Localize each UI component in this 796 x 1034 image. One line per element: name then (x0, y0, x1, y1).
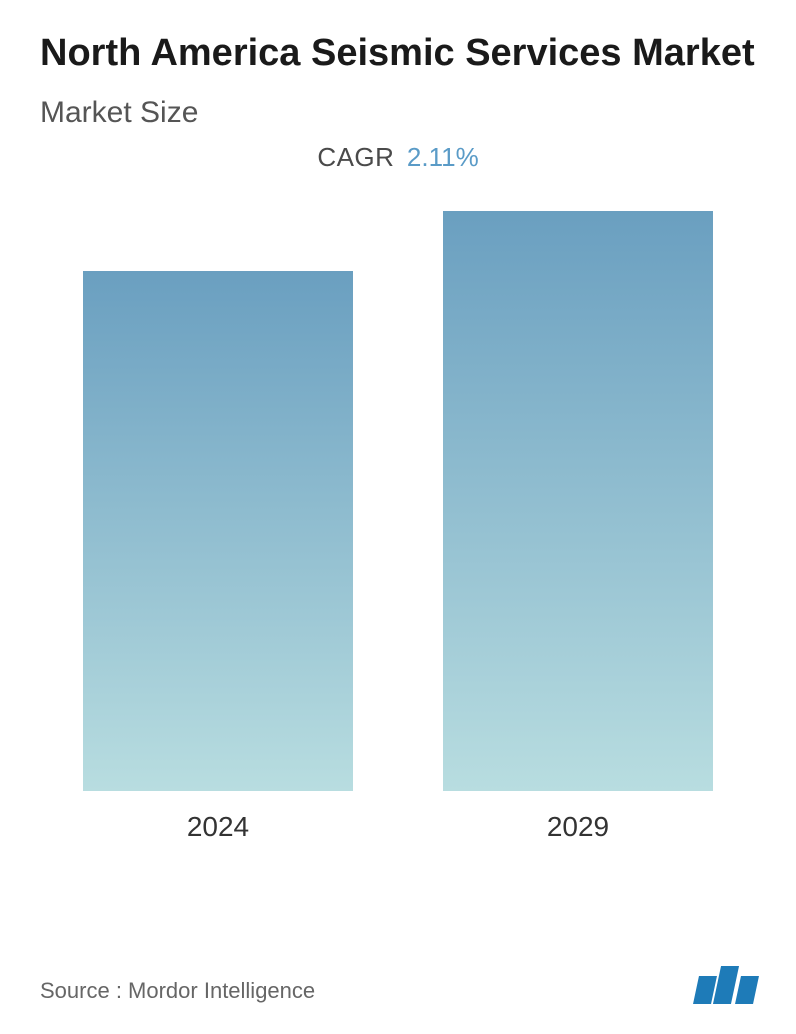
bar-2024 (83, 271, 353, 791)
source-text: Source : Mordor Intelligence (40, 978, 315, 1004)
cagr-row: CAGR 2.11% (40, 142, 756, 173)
bar-label-2029: 2029 (547, 811, 609, 843)
bar-group-2024: 2024 (83, 271, 353, 843)
bar-chart: 2024 2029 (40, 223, 756, 843)
bar-2029 (443, 211, 713, 791)
footer: Source : Mordor Intelligence (40, 966, 756, 1004)
chart-title: North America Seismic Services Market (40, 30, 756, 78)
bar-label-2024: 2024 (187, 811, 249, 843)
bar-group-2029: 2029 (443, 211, 713, 843)
logo-icon (696, 966, 756, 1004)
cagr-label: CAGR (317, 142, 394, 172)
cagr-value: 2.11% (407, 142, 479, 172)
chart-subtitle: Market Size (40, 96, 756, 130)
